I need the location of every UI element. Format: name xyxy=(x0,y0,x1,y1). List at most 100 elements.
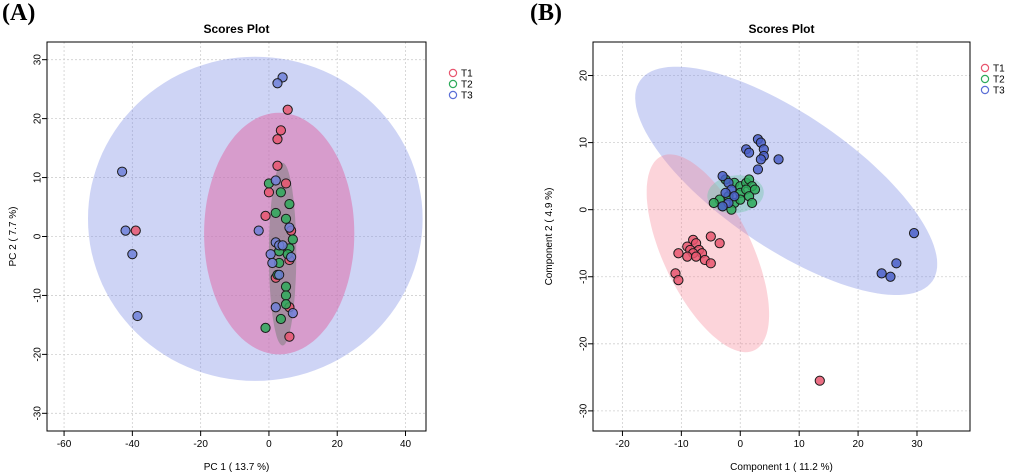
series-t3 xyxy=(117,72,298,322)
data-point-t2 xyxy=(275,187,286,198)
data-point-t2 xyxy=(270,207,281,219)
axes: -60 -40 -20 0 20 40 -30 -20 -10 0 10 20 30 xyxy=(33,54,412,450)
data-point-t3 xyxy=(267,257,278,269)
chart-a: -60 -40 -20 0 20 40 -30 -20 -10 0 10 20 30 Scores Plo… xyxy=(8,22,473,473)
data-point-t2 xyxy=(280,290,292,301)
x-tick-label: -10 xyxy=(674,439,689,450)
legend-label-t3: T3 xyxy=(461,91,473,102)
series-t1 xyxy=(670,231,825,386)
axes: -20 -10 0 10 20 30 -30 -20 -10 0 10 20 xyxy=(579,70,923,450)
x-tick-label: 0 xyxy=(737,439,743,450)
data-point-t1 xyxy=(282,104,293,115)
data-point-t1 xyxy=(682,251,693,262)
data-point-t1 xyxy=(690,251,702,262)
panel-label-a: (A) xyxy=(2,0,36,26)
data-point-t1 xyxy=(130,225,141,236)
data-point-t3 xyxy=(272,78,283,89)
data-point-t3 xyxy=(773,154,784,165)
data-point-t3 xyxy=(253,225,264,236)
data-point-t3 xyxy=(891,258,902,269)
legend-label-t3: T3 xyxy=(993,86,1005,97)
ellipse-t1 xyxy=(646,154,770,353)
data-point-t2 xyxy=(280,299,292,310)
x-tick-label: 20 xyxy=(332,439,344,450)
chart-b: -20 -10 0 10 20 30 -30 -20 -10 0 10 20 Scores Plot Co… xyxy=(544,22,1005,473)
data-point-t3 xyxy=(752,164,764,175)
data-point-t2 xyxy=(749,184,761,195)
y-tick-label: 20 xyxy=(579,70,590,82)
series-t2 xyxy=(708,174,761,215)
data-point-t1 xyxy=(284,331,295,342)
x-tick-label: -40 xyxy=(125,439,140,450)
x-tick-label: 40 xyxy=(400,439,412,450)
data-point-t2 xyxy=(287,234,298,245)
x-axis-label: Component 1 ( 11.2 %) xyxy=(730,462,833,473)
legend-label-t1: T1 xyxy=(993,64,1005,75)
data-point-t1 xyxy=(280,178,292,189)
data-point-t3 xyxy=(744,147,755,158)
x-tick-label: 0 xyxy=(266,439,272,450)
data-point-t3 xyxy=(132,310,143,322)
x-tick-label: -60 xyxy=(57,439,72,450)
y-axis-label: Component 2 ( 4.9 %) xyxy=(544,188,555,286)
legend-marker-t3 xyxy=(448,90,458,100)
y-axis-label: PC 2 ( 7.7 %) xyxy=(8,206,19,266)
legend-marker-t2 xyxy=(980,74,990,84)
data-point-t3 xyxy=(120,225,131,236)
data-point-t1 xyxy=(272,160,283,171)
y-tick-label: 10 xyxy=(579,137,590,149)
data-point-t3 xyxy=(885,271,896,282)
y-tick-label: -20 xyxy=(579,336,590,351)
chart-title: Scores Plot xyxy=(748,22,814,36)
y-tick-label: 10 xyxy=(33,172,44,184)
data-point-t3 xyxy=(286,252,297,263)
data-point-t1 xyxy=(705,258,716,269)
y-tick-label: -20 xyxy=(33,347,44,362)
ellipse-t3 xyxy=(635,66,938,295)
y-tick-label: -10 xyxy=(33,288,44,303)
chart-title: Scores Plot xyxy=(203,22,269,36)
y-tick-label: -30 xyxy=(33,406,44,421)
data-point-t2 xyxy=(746,197,758,209)
data-point-t1 xyxy=(263,187,275,198)
data-point-t3 xyxy=(270,175,281,186)
data-point-t3 xyxy=(287,308,298,319)
data-point-t2 xyxy=(275,313,286,325)
data-point-t1 xyxy=(814,375,825,386)
data-point-t2 xyxy=(708,197,719,209)
data-point-t3 xyxy=(277,240,288,251)
y-tick-label: 0 xyxy=(33,233,44,239)
panel-label-b: (B) xyxy=(530,0,562,26)
x-tick-label: 10 xyxy=(794,439,806,450)
data-point-t2 xyxy=(280,213,292,224)
data-point-t3 xyxy=(876,268,887,279)
confidence-ellipses xyxy=(88,56,423,381)
data-point-t1 xyxy=(714,238,725,249)
plot-frame xyxy=(592,41,971,432)
confidence-ellipses xyxy=(635,66,938,353)
data-point-t3 xyxy=(717,171,728,182)
x-tick-label: -20 xyxy=(193,439,208,450)
data-point-t2 xyxy=(260,322,271,333)
data-point-t3 xyxy=(720,187,731,199)
y-tick-label: 30 xyxy=(33,54,44,66)
data-point-t2 xyxy=(284,198,295,210)
data-point-t3 xyxy=(117,166,128,177)
data-point-t3 xyxy=(755,154,766,165)
data-point-t3 xyxy=(274,269,285,280)
data-point-t1 xyxy=(275,125,286,136)
data-point-t1 xyxy=(673,274,684,286)
data-point-t1 xyxy=(705,231,716,242)
x-tick-label: 20 xyxy=(853,439,865,450)
series-t3 xyxy=(717,134,920,282)
y-tick-label: 0 xyxy=(579,206,590,212)
data-point-t3 xyxy=(908,228,920,239)
data-point-t3 xyxy=(127,249,138,260)
grid xyxy=(593,42,970,431)
legend-marker-t1 xyxy=(980,63,990,73)
data-point-t1 xyxy=(260,210,271,221)
legend-marker-t3 xyxy=(980,85,990,95)
